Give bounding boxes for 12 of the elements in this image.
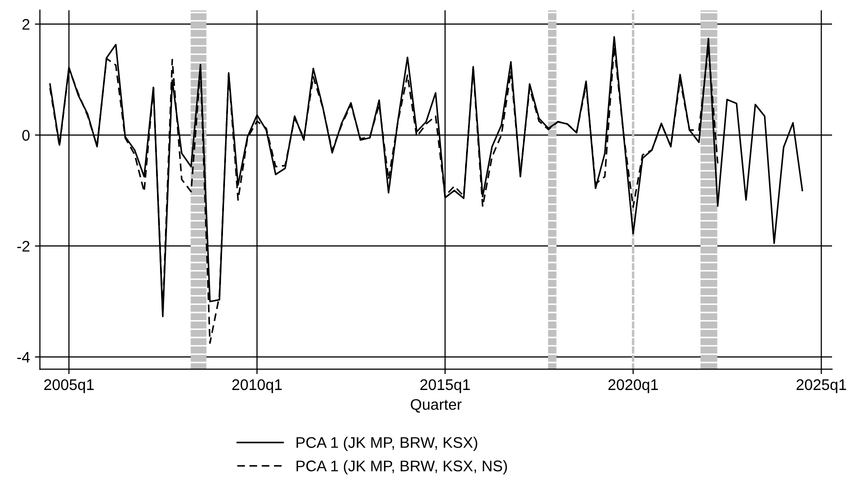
y-tick-label: 2 bbox=[22, 18, 30, 30]
y-tick-label: -2 bbox=[17, 240, 30, 252]
x-tick-label: 2020q1 bbox=[608, 379, 658, 394]
x-tick-label: 2005q1 bbox=[44, 379, 94, 394]
y-tick-label: 0 bbox=[22, 130, 30, 141]
x-tick-label: 2015q1 bbox=[420, 379, 470, 394]
legend-label: PCA 1 (JK MP, BRW, KSX) bbox=[296, 436, 478, 451]
legend-label: PCA 1 (JK MP, BRW, KSX, NS) bbox=[296, 460, 507, 474]
x-tick-label: 2010q1 bbox=[232, 379, 282, 394]
x-axis-title: Quarter bbox=[410, 399, 462, 413]
x-tick-label: 2025q1 bbox=[796, 379, 846, 394]
y-tick-label: -4 bbox=[17, 352, 30, 362]
